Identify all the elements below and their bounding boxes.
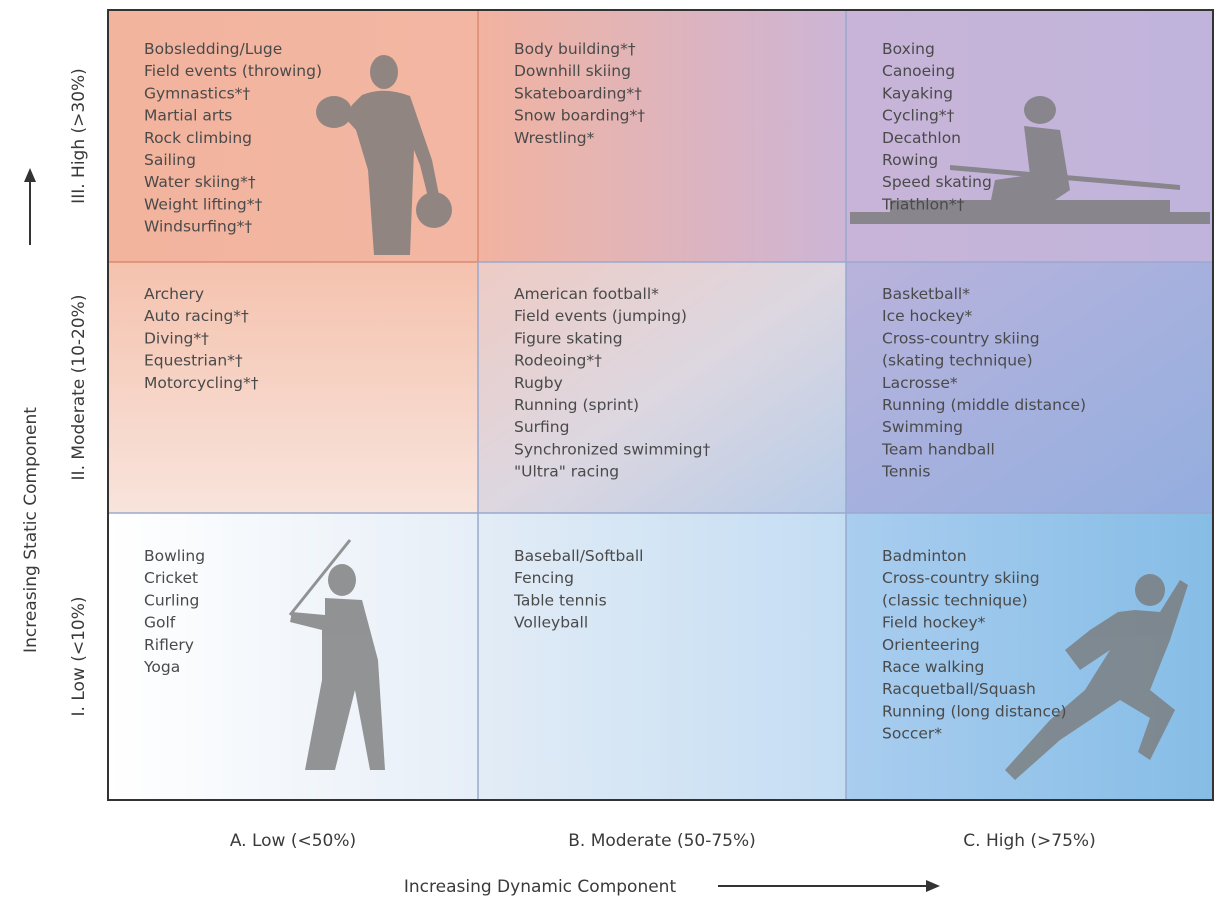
cell-bg — [108, 262, 478, 513]
sport-item: Field events (throwing) — [144, 62, 322, 80]
sport-item: Running (sprint) — [514, 396, 639, 414]
weightlifter-icon — [316, 55, 452, 255]
sport-item: Decathlon — [882, 129, 961, 147]
sport-item: Tennis — [881, 463, 930, 481]
sport-item: Wrestling* — [514, 129, 595, 147]
y-axis-arrow-head — [24, 168, 36, 182]
row-label: I. Low (<10%) — [69, 597, 89, 717]
sport-item: Surfing — [514, 418, 569, 436]
cell-bg — [478, 513, 846, 800]
sport-item: Baseball/Softball — [514, 547, 643, 565]
sport-item: Archery — [144, 285, 204, 303]
sport-item: (classic technique) — [882, 591, 1028, 609]
sport-item: Bobsledding/Luge — [144, 40, 282, 58]
golfer-icon — [288, 539, 385, 770]
sport-item: Cricket — [144, 569, 198, 587]
sport-item: Team handball — [881, 440, 995, 458]
sport-item: Canoeing — [882, 62, 955, 80]
sport-item: Field events (jumping) — [514, 307, 687, 325]
sport-item: Fencing — [514, 569, 574, 587]
sport-item: Rodeoing*† — [514, 352, 602, 370]
sport-item: Equestrian*† — [144, 352, 243, 370]
sport-item: Weight lifting*† — [144, 195, 263, 213]
sport-item: Golf — [144, 614, 176, 632]
sport-item: Badminton — [882, 547, 967, 565]
x-axis-title: Increasing Dynamic Component — [404, 877, 677, 897]
sport-item: Rock climbing — [144, 129, 252, 147]
row-label: III. High (>30%) — [69, 68, 89, 204]
y-axis-title: Increasing Static Component — [21, 407, 41, 653]
sport-item: Snow boarding*† — [514, 107, 645, 125]
sport-item: Kayaking — [882, 84, 953, 102]
cell-bg — [108, 513, 478, 800]
sport-item: Swimming — [882, 418, 963, 436]
sport-item: Boxing — [882, 40, 935, 58]
silhouettes — [288, 55, 1210, 780]
sport-item: Windsurfing*† — [144, 218, 252, 236]
frame — [107, 9, 1214, 801]
runner-icon — [1005, 574, 1188, 780]
sport-item: Running (long distance) — [882, 702, 1067, 720]
sport-item: Basketball* — [882, 285, 970, 303]
sport-item: Cross-country skiing — [882, 569, 1040, 587]
sport-item: Water skiing*† — [144, 173, 256, 191]
sport-item: Gymnastics*† — [144, 84, 250, 102]
sport-item: Cycling*† — [882, 107, 955, 125]
sport-item: Soccer* — [882, 725, 942, 743]
rower-icon — [850, 96, 1210, 224]
sport-item: Triathlon*† — [881, 195, 965, 213]
sport-item: Running (middle distance) — [882, 396, 1086, 414]
sport-item: Sailing — [144, 151, 196, 169]
sport-item: Motorcycling*† — [144, 374, 259, 392]
sport-item: Figure skating — [514, 329, 623, 347]
sport-item: Rugby — [514, 374, 563, 392]
cell-bg — [478, 262, 846, 513]
sport-item: "Ultra" racing — [514, 463, 619, 481]
sport-item: Skateboarding*† — [514, 84, 642, 102]
grid-lines — [108, 10, 1213, 800]
sport-item: Field hockey* — [882, 614, 986, 632]
x-axis-arrow-head — [926, 880, 940, 892]
sport-item: Downhill skiing — [514, 62, 631, 80]
cell-bg — [846, 262, 1213, 513]
sport-item: Race walking — [882, 658, 984, 676]
sport-item: Lacrosse* — [882, 374, 958, 392]
cell-backgrounds — [108, 10, 1213, 800]
sport-item: Diving*† — [144, 329, 209, 347]
sport-item: Yoga — [143, 658, 180, 676]
sport-item: Racquetball/Squash — [882, 680, 1036, 698]
sport-item: (skating technique) — [882, 352, 1033, 370]
sport-item: Synchronized swimming† — [514, 440, 710, 458]
sport-item: Curling — [144, 591, 199, 609]
cell-bg — [478, 10, 846, 262]
sport-item: Auto racing*† — [144, 307, 249, 325]
sport-item: Martial arts — [144, 107, 232, 125]
sport-item: Rowing — [882, 151, 938, 169]
sport-item: Riflery — [144, 636, 194, 654]
sport-item: Table tennis — [513, 591, 607, 609]
column-label: B. Moderate (50-75%) — [568, 831, 756, 851]
sport-item: Speed skating — [882, 173, 992, 191]
sport-item: Volleyball — [514, 614, 588, 632]
column-label: C. High (>75%) — [963, 831, 1095, 851]
column-label: A. Low (<50%) — [230, 831, 356, 851]
sport-item: Body building*† — [514, 40, 636, 58]
grid-lines — [108, 10, 479, 263]
sport-item: Bowling — [144, 547, 205, 565]
row-label: II. Moderate (10-20%) — [69, 295, 89, 481]
sport-item: American football* — [514, 285, 659, 303]
sport-item: Orienteering — [882, 636, 980, 654]
sport-item: Cross-country skiing — [882, 329, 1040, 347]
sport-item: Ice hockey* — [882, 307, 973, 325]
